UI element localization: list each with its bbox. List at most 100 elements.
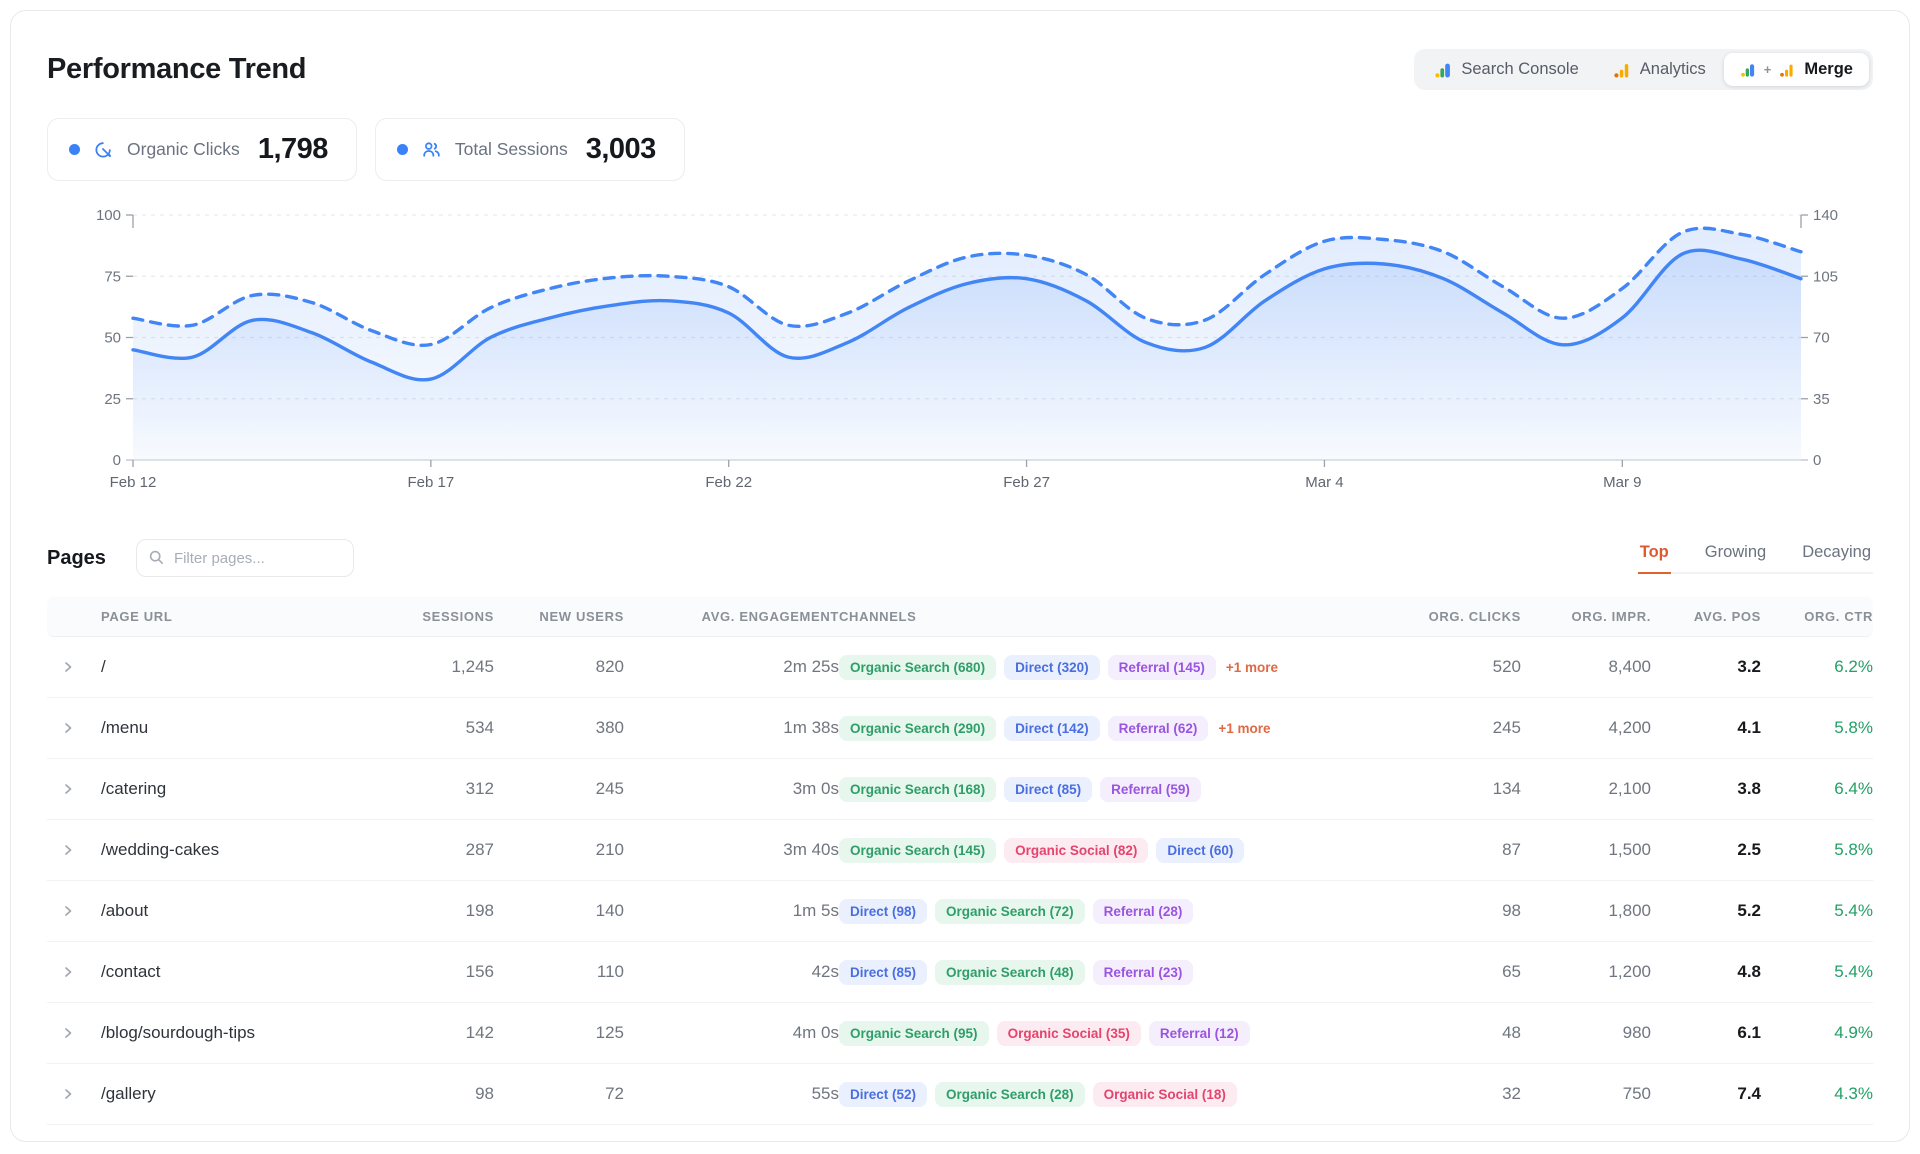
avg-engagement-value: 3m 0s xyxy=(624,779,839,799)
org-impr-value: 1,800 xyxy=(1521,901,1651,921)
search-console-icon xyxy=(1740,62,1756,78)
chevron-right-icon xyxy=(61,660,75,674)
svg-text:Feb 22: Feb 22 xyxy=(705,474,752,491)
channel-chip-organic-search: Organic Search (680) xyxy=(839,655,996,680)
table-row[interactable]: /contact 156 110 42s Direct (85)Organic … xyxy=(47,942,1873,1003)
channels-cell: Organic Search (680)Direct (320)Referral… xyxy=(839,655,1381,680)
channel-chip-more: +1 more xyxy=(1216,716,1272,741)
channel-chip-organic-social: Organic Social (82) xyxy=(1004,838,1148,863)
source-search-console-button[interactable]: Search Console xyxy=(1418,53,1594,86)
page-title: Performance Trend xyxy=(47,53,306,86)
channel-chip-organic-social: Organic Social (35) xyxy=(997,1021,1141,1046)
tab-decaying[interactable]: Decaying xyxy=(1800,543,1873,574)
expand-row-button[interactable] xyxy=(47,782,89,796)
org-clicks-value: 48 xyxy=(1381,1023,1521,1043)
channel-chip-direct: Direct (60) xyxy=(1156,838,1244,863)
filter-pages-field xyxy=(136,539,354,577)
chevron-right-icon xyxy=(61,1026,75,1040)
total-sessions-card[interactable]: Total Sessions 3,003 xyxy=(375,118,685,181)
series-dot xyxy=(69,144,80,155)
svg-text:100: 100 xyxy=(96,207,121,224)
page-url: /wedding-cakes xyxy=(89,840,379,860)
column-header-sessions: SESSIONS xyxy=(379,609,494,624)
chevron-right-icon xyxy=(61,1087,75,1101)
org-ctr-value: 4.9% xyxy=(1761,1023,1873,1043)
users-icon xyxy=(421,139,442,160)
new-users-value: 125 xyxy=(494,1023,624,1043)
expand-row-button[interactable] xyxy=(47,965,89,979)
source-merge-button[interactable]: + Merge xyxy=(1724,53,1869,86)
analytics-icon xyxy=(1613,61,1631,79)
channel-chip-direct: Direct (52) xyxy=(839,1082,927,1107)
sessions-value: 287 xyxy=(379,840,494,860)
expand-row-button[interactable] xyxy=(47,843,89,857)
table-row[interactable]: /about 198 140 1m 5s Direct (98)Organic … xyxy=(47,881,1873,942)
channels-cell: Direct (85)Organic Search (48)Referral (… xyxy=(839,960,1381,985)
channels-cell: Organic Search (290)Direct (142)Referral… xyxy=(839,716,1381,741)
expand-row-button[interactable] xyxy=(47,660,89,674)
avg-pos-value: 3.8 xyxy=(1651,779,1761,799)
sessions-value: 98 xyxy=(379,1084,494,1104)
column-header-new-users: NEW USERS xyxy=(494,609,624,624)
avg-engagement-value: 2m 25s xyxy=(624,657,839,677)
expand-row-button[interactable] xyxy=(47,721,89,735)
new-users-value: 245 xyxy=(494,779,624,799)
analytics-icon xyxy=(1779,62,1795,78)
avg-engagement-value: 1m 5s xyxy=(624,901,839,921)
channel-chip-organic-search: Organic Search (48) xyxy=(935,960,1085,985)
avg-engagement-value: 3m 40s xyxy=(624,840,839,860)
avg-engagement-value: 4m 0s xyxy=(624,1023,839,1043)
org-ctr-value: 5.8% xyxy=(1761,718,1873,738)
sessions-value: 1,245 xyxy=(379,657,494,677)
plus-separator: + xyxy=(1764,62,1772,77)
expand-row-button[interactable] xyxy=(47,904,89,918)
channel-chip-direct: Direct (142) xyxy=(1004,716,1100,741)
org-impr-value: 1,500 xyxy=(1521,840,1651,860)
tab-top[interactable]: Top xyxy=(1638,543,1671,574)
series-dot xyxy=(397,144,408,155)
org-ctr-value: 5.4% xyxy=(1761,901,1873,921)
channel-chip-referral: Referral (59) xyxy=(1100,777,1201,802)
chevron-right-icon xyxy=(61,843,75,857)
pages-tabs: Top Growing Decaying xyxy=(1638,543,1873,574)
channels-cell: Organic Search (95)Organic Social (35)Re… xyxy=(839,1021,1381,1046)
source-analytics-button[interactable]: Analytics xyxy=(1597,53,1722,86)
table-row[interactable]: /gallery 98 72 55s Direct (52)Organic Se… xyxy=(47,1064,1873,1125)
channel-chip-organic-search: Organic Search (145) xyxy=(839,838,996,863)
new-users-value: 820 xyxy=(494,657,624,677)
svg-text:Feb 17: Feb 17 xyxy=(408,474,455,491)
sessions-value: 534 xyxy=(379,718,494,738)
table-row[interactable]: /menu 534 380 1m 38s Organic Search (290… xyxy=(47,698,1873,759)
tab-growing[interactable]: Growing xyxy=(1703,543,1768,574)
new-users-value: 380 xyxy=(494,718,624,738)
svg-text:Feb 27: Feb 27 xyxy=(1003,474,1050,491)
org-impr-value: 8,400 xyxy=(1521,657,1651,677)
expand-row-button[interactable] xyxy=(47,1087,89,1101)
avg-engagement-value: 1m 38s xyxy=(624,718,839,738)
trend-chart: 025507510003570105140Feb 12Feb 17Feb 22F… xyxy=(47,205,1873,505)
new-users-value: 140 xyxy=(494,901,624,921)
table-row[interactable]: / 1,245 820 2m 25s Organic Search (680)D… xyxy=(47,637,1873,698)
pages-title: Pages xyxy=(47,547,106,570)
table-row[interactable]: /catering 312 245 3m 0s Organic Search (… xyxy=(47,759,1873,820)
page-url: /blog/sourdough-tips xyxy=(89,1023,379,1043)
filter-pages-input[interactable] xyxy=(136,539,354,577)
table-row[interactable]: /wedding-cakes 287 210 3m 40s Organic Se… xyxy=(47,820,1873,881)
legend-row: Organic Clicks 1,798 Total Sessions 3,00… xyxy=(47,118,1873,181)
column-header-org-clicks: ORG. CLICKS xyxy=(1381,609,1521,624)
search-icon xyxy=(148,549,165,571)
chevron-right-icon xyxy=(61,782,75,796)
pages-table: PAGE URLSESSIONSNEW USERSAVG. ENGAGEMENT… xyxy=(47,597,1873,1125)
channels-cell: Direct (52)Organic Search (28)Organic So… xyxy=(839,1082,1381,1107)
org-clicks-value: 32 xyxy=(1381,1084,1521,1104)
svg-text:0: 0 xyxy=(113,452,121,469)
performance-dashboard-card: Performance Trend Search Console Analyti… xyxy=(10,10,1910,1142)
trend-chart-svg: 025507510003570105140Feb 12Feb 17Feb 22F… xyxy=(47,205,1873,505)
org-clicks-value: 87 xyxy=(1381,840,1521,860)
avg-engagement-value: 55s xyxy=(624,1084,839,1104)
table-row[interactable]: /blog/sourdough-tips 142 125 4m 0s Organ… xyxy=(47,1003,1873,1064)
organic-clicks-card[interactable]: Organic Clicks 1,798 xyxy=(47,118,357,181)
expand-row-button[interactable] xyxy=(47,1026,89,1040)
channel-chip-direct: Direct (98) xyxy=(839,899,927,924)
svg-text:140: 140 xyxy=(1813,207,1838,224)
